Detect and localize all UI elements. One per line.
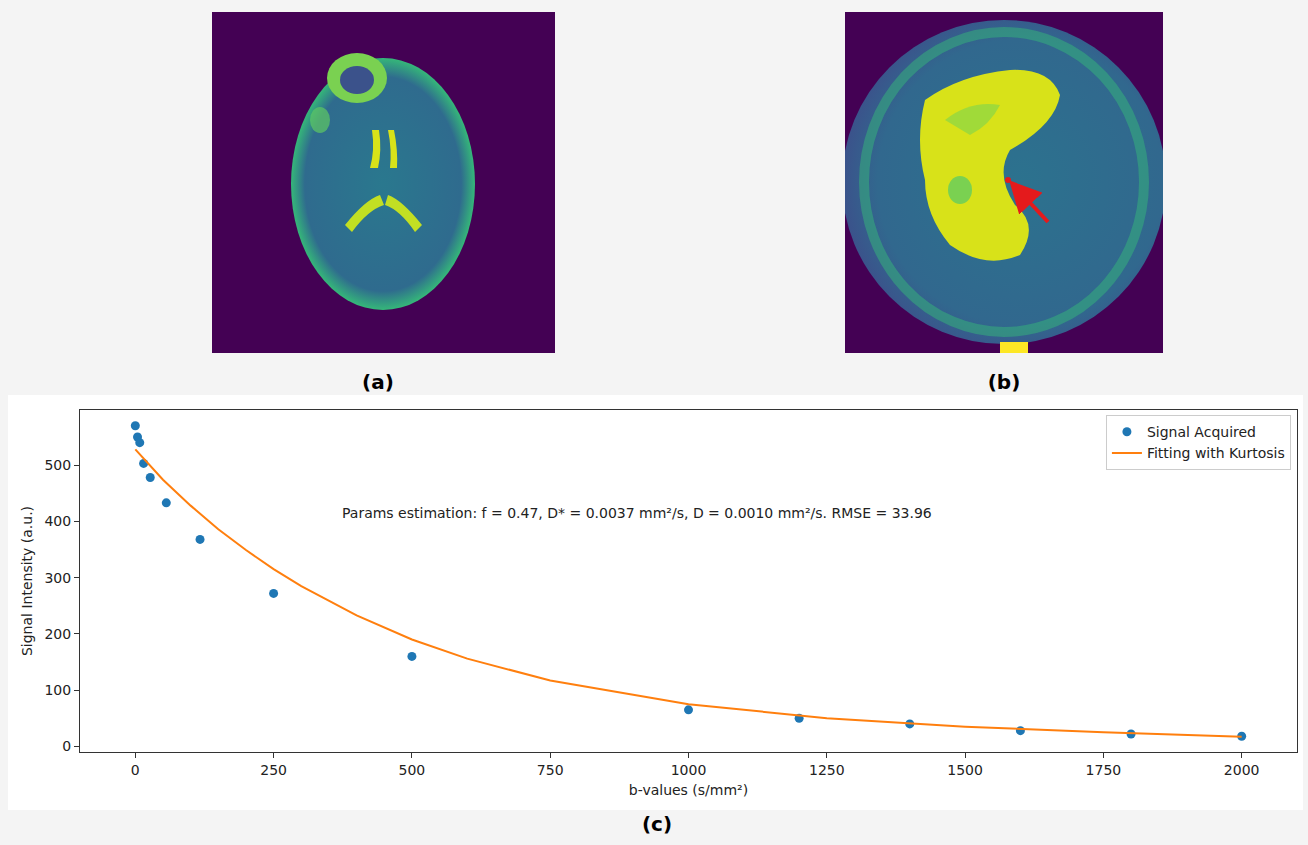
svg-text:250: 250 bbox=[260, 762, 287, 778]
svg-text:0: 0 bbox=[62, 738, 71, 754]
svg-text:1750: 1750 bbox=[1086, 762, 1122, 778]
html-text:(b): (b) bbox=[987, 370, 1021, 394]
html-text:(c): (c) bbox=[641, 812, 673, 836]
svg-text:b-values (s/mm²): b-values (s/mm²) bbox=[629, 782, 748, 798]
svg-text:300: 300 bbox=[44, 570, 71, 586]
svg-text:0: 0 bbox=[131, 762, 140, 778]
svg-text:100: 100 bbox=[44, 682, 71, 698]
svg-text:500: 500 bbox=[399, 762, 426, 778]
svg-text:500: 500 bbox=[44, 457, 71, 473]
svg-text:1250: 1250 bbox=[809, 762, 845, 778]
svg-text:Signal Intensity (a.u.): Signal Intensity (a.u.) bbox=[19, 506, 35, 656]
svg-text:Signal Acquired: Signal Acquired bbox=[1147, 424, 1256, 440]
svg-text:2000: 2000 bbox=[1224, 762, 1260, 778]
svg-text:400: 400 bbox=[44, 513, 71, 529]
svg-text:1500: 1500 bbox=[947, 762, 983, 778]
svg-text:200: 200 bbox=[44, 626, 71, 642]
svg-text:Fitting with Kurtosis: Fitting with Kurtosis bbox=[1147, 445, 1285, 461]
html-text:(a): (a) bbox=[362, 370, 394, 394]
svg-text:750: 750 bbox=[537, 762, 564, 778]
svg-text:1000: 1000 bbox=[671, 762, 707, 778]
svg-text:Params estimation: f = 0.47, D: Params estimation: f = 0.47, D* = 0.0037… bbox=[342, 505, 932, 521]
